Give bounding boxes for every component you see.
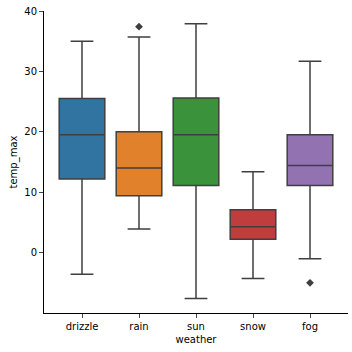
- svg-text:40: 40: [24, 6, 37, 17]
- svg-text:weather: weather: [176, 334, 218, 345]
- svg-text:drizzle: drizzle: [66, 321, 99, 332]
- svg-text:fog: fog: [302, 321, 318, 332]
- svg-text:30: 30: [24, 66, 37, 77]
- svg-text:temp_max: temp_max: [8, 135, 20, 188]
- svg-text:10: 10: [24, 187, 37, 198]
- svg-text:rain: rain: [129, 321, 148, 332]
- svg-text:20: 20: [24, 126, 37, 137]
- svg-text:sun: sun: [187, 321, 205, 332]
- svg-text:snow: snow: [240, 321, 266, 332]
- svg-text:0: 0: [31, 247, 37, 258]
